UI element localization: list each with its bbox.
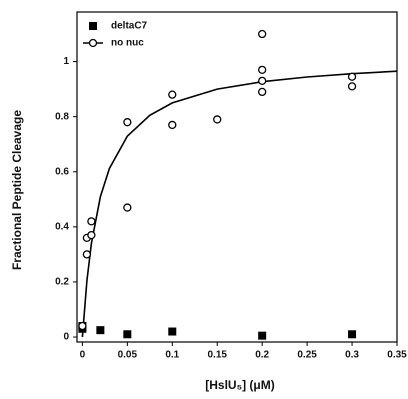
y-tick-label: 1 xyxy=(63,56,69,67)
data-point xyxy=(168,90,177,99)
y-tick-label: 0 xyxy=(63,332,69,343)
data-point xyxy=(168,120,177,130)
y-tick-label: 0.8 xyxy=(55,111,69,122)
x-tick-label: 0.1 xyxy=(165,350,179,361)
x-tick-label: 0.25 xyxy=(297,350,317,361)
data-point xyxy=(347,72,357,81)
legend-marker xyxy=(88,38,98,48)
data-point xyxy=(87,230,96,240)
x-tick-label: 0 xyxy=(80,350,86,361)
x-tick-label: 0.15 xyxy=(207,350,227,361)
data-point xyxy=(123,203,132,212)
data-point xyxy=(123,118,132,127)
x-tick-label: 0.2 xyxy=(255,350,269,361)
data-point xyxy=(258,29,267,39)
data-point xyxy=(96,326,105,335)
data-point xyxy=(258,87,267,97)
legend-label: deltaC7 xyxy=(111,21,148,32)
data-point xyxy=(258,331,267,340)
data-point xyxy=(123,330,132,339)
fit-line xyxy=(81,70,398,338)
data-point xyxy=(78,321,87,331)
y-axis-label: Fractional Peptide Cleavage xyxy=(10,110,24,270)
data-point xyxy=(258,65,267,74)
data-point xyxy=(82,250,92,259)
data-point xyxy=(168,327,177,336)
x-tick-label: 0.35 xyxy=(387,350,407,361)
data-point xyxy=(213,115,222,124)
data-point xyxy=(87,217,96,226)
plot-frame xyxy=(76,11,398,343)
x-tick-label: 0.05 xyxy=(118,350,138,361)
data-point xyxy=(348,330,357,339)
data-point xyxy=(347,82,357,91)
legend-marker xyxy=(89,22,97,30)
legend-label: no nuc xyxy=(111,38,144,49)
y-tick-label: 0.6 xyxy=(55,166,69,177)
y-tick-label: 0.4 xyxy=(55,221,69,232)
data-point xyxy=(258,76,267,86)
x-tick-label: 0.3 xyxy=(345,350,359,361)
y-tick-label: 0.2 xyxy=(55,277,69,288)
x-axis-label: [HslU₅] (μM) xyxy=(205,378,275,392)
